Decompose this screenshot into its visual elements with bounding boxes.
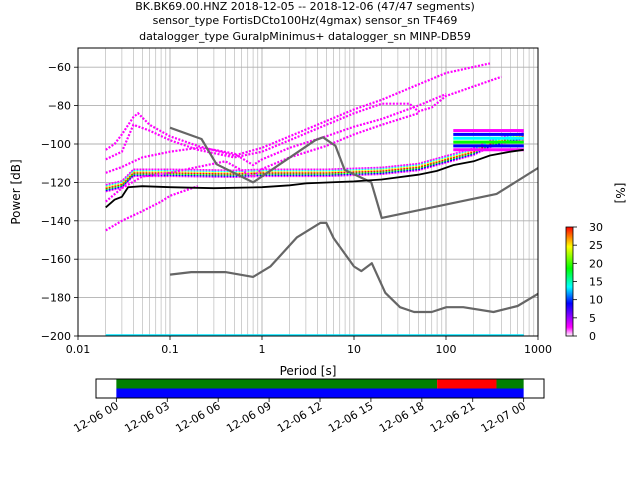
- psd-band-layer: [105, 185, 199, 232]
- timeline-tick-label: 12-06 18: [377, 399, 426, 435]
- availability-upper-segment: [496, 379, 524, 389]
- availability-upper-segment: [116, 379, 438, 389]
- timeline-tick-label: 12-06 21: [428, 399, 477, 435]
- colorbar-tick-label: 15: [589, 276, 603, 289]
- band-mid-b: [104, 112, 419, 203]
- band-upper-b: [105, 75, 502, 161]
- y-tick-label: −60: [48, 61, 71, 74]
- psd-plot-frame: [77, 47, 539, 337]
- colorbar-gradient: [565, 226, 574, 337]
- availability-upper-segment: [437, 379, 497, 389]
- psd-plot: 0.01 0.1 1 10 100 1000 −200 −180 −160 −140 −120 −10…: [9, 47, 552, 378]
- x-axis-label: Period [s]: [280, 364, 337, 378]
- y-tick-label: −120: [41, 176, 71, 189]
- long-period-stack-level: [453, 148, 524, 152]
- colorbar: 0 5 10 15 20 25 30 [%]: [565, 183, 627, 343]
- timeline-tick-label: 12-06 03: [122, 399, 171, 435]
- low-noise-model: [169, 221, 538, 314]
- y-tick-label: −180: [41, 292, 71, 305]
- y-axis-label: Power [dB]: [9, 159, 23, 224]
- colorbar-tick-label: 30: [589, 221, 603, 234]
- high-noise-model: [169, 126, 538, 219]
- colorbar-tick-label: 20: [589, 257, 603, 270]
- x-tick-label: 1000: [524, 343, 552, 356]
- psd-density-bands: [104, 62, 524, 336]
- psd-band-layer: [105, 133, 524, 187]
- chart-title-line-2: sensor_type FortisDCto100Hz(4gmax) senso…: [153, 14, 458, 27]
- timeline-tick-label: 12-06 09: [224, 399, 273, 435]
- psd-axes: 0.01 0.1 1 10 100 1000 −200 −180 −160 −140 −120 −10…: [41, 61, 552, 356]
- y-tick-label: −200: [41, 330, 71, 343]
- psd-band-layer: [105, 93, 447, 174]
- long-period-stack-level: [453, 144, 524, 148]
- colorbar-tick-label: 0: [589, 330, 596, 343]
- x-tick-label: 1: [259, 343, 266, 356]
- y-tick-label: −160: [41, 253, 71, 266]
- psd-band-layer: [105, 136, 524, 191]
- x-tick-label: 0.01: [66, 343, 91, 356]
- timeline-tick-label: 12-07 00: [479, 399, 528, 435]
- long-period-stack-level: [453, 132, 524, 136]
- psd-band-layer: [105, 75, 502, 161]
- timeline-tick-label: 12-06 12: [275, 399, 324, 435]
- y-tick-label: −80: [48, 100, 71, 113]
- mean-psd: [105, 148, 524, 209]
- psd-plot-background: [78, 48, 538, 336]
- band-mid-a: [105, 93, 447, 174]
- colorbar-label: [%]: [613, 183, 627, 204]
- long-period-stack-level: [453, 136, 524, 140]
- x-tick-label: 100: [436, 343, 457, 356]
- chart-title-line-3: datalogger_type GuralpMinimus+ datalogge…: [139, 30, 471, 43]
- colorbar-tick-label: 25: [589, 239, 603, 252]
- availability-timeline: 12-06 00 12-06 03 12-06 06 12-06 09 12-06 12…: [72, 378, 545, 435]
- timeline-tick-label: 12-06 00: [72, 399, 121, 435]
- x-tick-label: 0.1: [161, 343, 179, 356]
- timeline-ticks: 12-06 00 12-06 03 12-06 06 12-06 09 12-06 12…: [72, 398, 528, 435]
- psd-band-layer: [105, 62, 491, 157]
- timeline-tick-label: 12-06 15: [326, 399, 375, 435]
- psd-band-layer: [104, 112, 419, 203]
- y-tick-label: −100: [41, 138, 71, 151]
- chart-title-line-1: BK.BK69.00.HNZ 2018-12-05 -- 2018-12-06 …: [135, 0, 475, 13]
- timeline-tick-label: 12-06 06: [173, 399, 222, 435]
- timeline-segments: [116, 379, 524, 398]
- colorbar-tick-label: 10: [589, 294, 603, 307]
- psd-grid: [78, 48, 538, 336]
- y-tick-label: −140: [41, 215, 71, 228]
- x-tick-label: 10: [347, 343, 361, 356]
- colorbar-tick-label: 5: [589, 312, 596, 325]
- colorbar-ticks: 0 5 10 15 20 25 30: [573, 221, 603, 343]
- long-period-stack-level: [453, 140, 524, 144]
- psd-curves: [105, 126, 538, 314]
- band-upper-a: [105, 62, 491, 157]
- band-lower: [105, 185, 199, 232]
- long-period-stack-level: [453, 129, 524, 133]
- availability-lower-segment: [116, 388, 524, 398]
